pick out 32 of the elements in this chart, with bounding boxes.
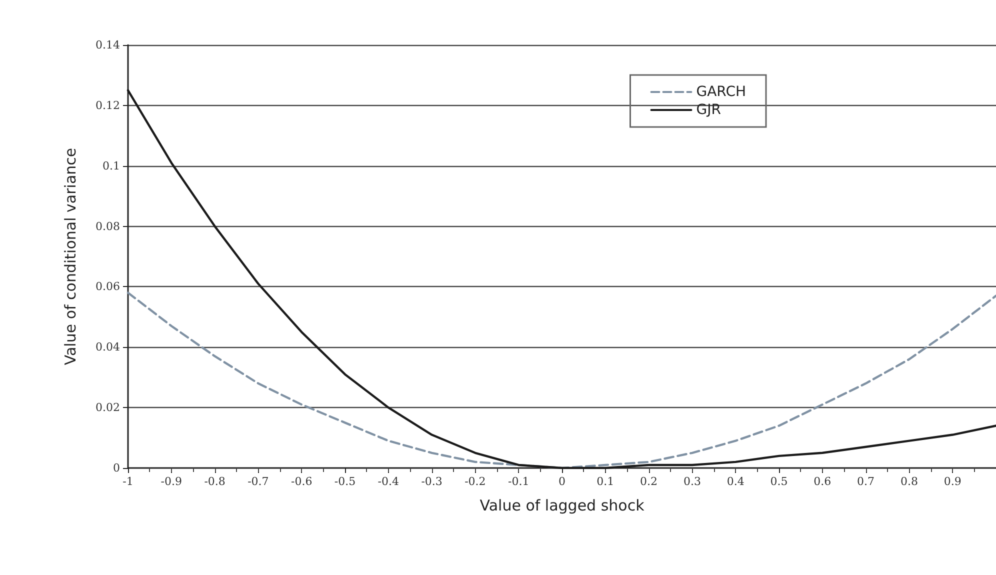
x-tick-label: 0.8 — [900, 475, 918, 488]
x-tick-label: 0.4 — [726, 475, 744, 488]
x-tick-label: -0.7 — [248, 475, 269, 488]
x-tick-label: 0.9 — [944, 475, 962, 488]
legend-label: GARCH — [696, 84, 746, 100]
x-tick-label: 0.6 — [814, 475, 832, 488]
y-tick-label: 0.02 — [96, 401, 120, 414]
x-tick-label: -1 — [122, 475, 134, 488]
x-tick-label: -0.6 — [290, 475, 312, 488]
y-tick-label: 0.14 — [96, 38, 120, 52]
x-tick-label: 0.1 — [596, 475, 614, 488]
y-tick-label: 0.1 — [102, 159, 120, 172]
x-tick-label: -0.4 — [378, 475, 400, 488]
x-tick-label: 0.3 — [683, 475, 701, 488]
x-tick-label: 0.2 — [640, 475, 658, 488]
x-tick-label: 0.7 — [857, 475, 875, 488]
legend-label: GJR — [696, 102, 722, 118]
x-tick-label: 0.5 — [770, 475, 788, 488]
y-tick-label: 0.04 — [96, 340, 120, 354]
x-tick-label: -0.5 — [334, 475, 356, 488]
x-tick-label: -0.9 — [160, 475, 182, 488]
x-tick-label: -0.1 — [508, 475, 530, 488]
x-tick-label: -0.3 — [421, 475, 442, 488]
x-tick-label: -0.2 — [464, 475, 486, 488]
x-tick-label: 0 — [558, 475, 566, 488]
x-axis-title: Value of lagged shock — [480, 496, 645, 514]
y-tick-label: 0 — [113, 462, 120, 474]
y-axis-title: Value of conditional variance — [62, 148, 80, 366]
y-tick-label: 0.06 — [96, 280, 120, 294]
y-tick-label: 0.08 — [96, 220, 120, 233]
y-tick-label: 0.12 — [96, 98, 120, 112]
x-tick-label: -0.8 — [204, 475, 226, 488]
